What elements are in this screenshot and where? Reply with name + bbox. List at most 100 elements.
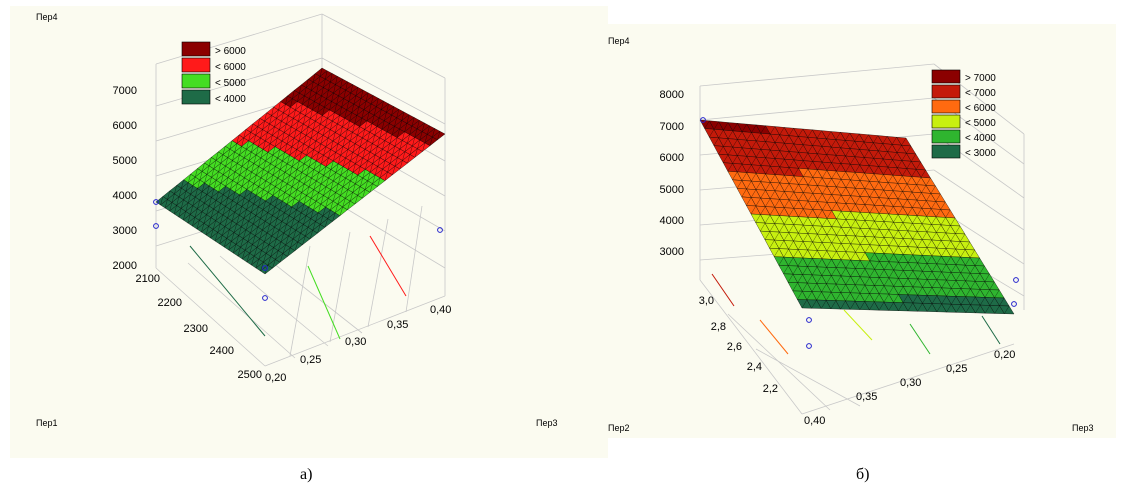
surface-diagonal — [860, 236, 866, 245]
surface-diagonal — [322, 107, 325, 116]
surface-diagonal — [840, 267, 846, 277]
surface-diagonal — [855, 228, 861, 237]
surface-diagonal — [197, 179, 201, 189]
surface-diagonal — [333, 152, 336, 161]
surface-diagonal — [195, 168, 198, 178]
surface-diagonal — [788, 240, 794, 250]
surface-diagonal — [883, 229, 889, 238]
surface-diagonal — [204, 194, 208, 204]
surface-diagonal — [399, 160, 403, 170]
surface-diagonal — [409, 125, 413, 135]
surface-diagonal — [264, 112, 267, 122]
y-tick-label: 0,25 — [300, 354, 321, 366]
surface-diagonal — [945, 225, 951, 234]
surface-diagonal — [888, 253, 894, 262]
surface-diagonal — [797, 274, 803, 283]
surface-diagonal — [831, 170, 837, 179]
surface-diagonal — [812, 169, 818, 178]
surface-diagonal — [741, 172, 747, 181]
surface-diagonal — [955, 241, 961, 250]
surface-diagonal — [250, 123, 253, 133]
surface-diagonal — [274, 118, 277, 127]
surface-diagonal — [246, 140, 249, 150]
x-axis-title: Пер2 — [608, 423, 630, 433]
surface-diagonal — [289, 186, 293, 196]
legend-swatch — [931, 114, 961, 129]
surface-diagonal — [874, 181, 879, 190]
surface-diagonal — [251, 256, 255, 266]
surface-diagonal — [402, 131, 405, 141]
z-tick-label: 3000 — [660, 246, 684, 258]
surface-diagonal — [256, 166, 259, 176]
surface-diagonal — [916, 177, 922, 185]
surface-diagonal — [266, 244, 270, 254]
surface-diagonal — [360, 89, 364, 99]
surface-diagonal — [946, 288, 952, 297]
surface-diagonal — [835, 292, 841, 301]
surface-diagonal — [784, 151, 790, 160]
surface-diagonal — [313, 121, 316, 130]
surface-diagonal — [341, 98, 344, 108]
surface-diagonal — [330, 73, 333, 82]
surface — [699, 119, 1015, 315]
surface-diagonal — [901, 137, 907, 146]
y-tick-label: 0,20 — [265, 372, 286, 384]
surface-diagonal — [974, 257, 980, 266]
surface-diagonal — [260, 149, 264, 158]
surface-diagonal — [305, 206, 309, 216]
surface-diagonal — [372, 134, 375, 144]
surface-diagonal — [310, 209, 314, 219]
surface-diagonal — [301, 143, 305, 153]
surface-diagonal — [756, 165, 762, 174]
surface-diagonal — [817, 146, 823, 154]
surface-diagonal — [248, 132, 251, 141]
grid-line — [321, 13, 446, 79]
surface-diagonal — [196, 220, 200, 230]
surface-diagonal — [290, 238, 294, 248]
surface-diagonal — [268, 163, 271, 173]
x-axis-title: Пер1 — [36, 418, 58, 428]
surface-diagonal — [845, 179, 851, 188]
x-tick-label: 2,8 — [711, 321, 726, 333]
surface-diagonal — [299, 192, 302, 202]
surface-diagonal — [345, 189, 349, 199]
surface-diagonal — [233, 223, 237, 233]
surface-diagonal — [921, 185, 927, 193]
surface-diagonal — [325, 158, 329, 167]
surface-diagonal — [887, 144, 893, 152]
y-axis-title: Пер3 — [1072, 423, 1094, 433]
surface-diagonal — [893, 262, 899, 271]
surface-diagonal — [321, 87, 324, 96]
surface-diagonal — [935, 209, 941, 217]
surface-diagonal — [289, 126, 292, 136]
surface-diagonal — [354, 115, 357, 124]
surface-diagonal — [792, 282, 798, 291]
surface-diagonal — [946, 272, 952, 281]
surface-diagonal — [337, 115, 340, 124]
surface-diagonal — [160, 196, 164, 206]
surface-diagonal — [926, 224, 932, 232]
surface-diagonal — [328, 81, 331, 91]
surface-diagonal — [335, 204, 339, 213]
surface-diagonal — [836, 227, 842, 236]
surface-diagonal — [192, 197, 196, 206]
surface-diagonal — [321, 155, 324, 164]
surface-diagonal — [190, 185, 194, 195]
surface-diagonal — [784, 216, 790, 225]
surface-diagonal — [831, 234, 837, 244]
surface-diagonal — [374, 126, 378, 136]
surface-diagonal — [888, 222, 894, 230]
surface-diagonal — [215, 151, 219, 161]
surface-diagonal — [793, 152, 799, 161]
surface-diagonal — [912, 247, 918, 255]
surface-diagonal — [893, 198, 899, 207]
surface-diagonal — [190, 205, 193, 215]
surface-diagonal — [917, 287, 923, 296]
surface-diagonal — [892, 152, 898, 160]
y-tick-label: 0,35 — [856, 391, 877, 403]
surface-diagonal — [741, 140, 747, 148]
surface-diagonal — [989, 297, 995, 306]
surface-diagonal — [234, 203, 238, 213]
surface-diagonal — [296, 140, 300, 150]
surface-diagonal — [835, 147, 841, 156]
